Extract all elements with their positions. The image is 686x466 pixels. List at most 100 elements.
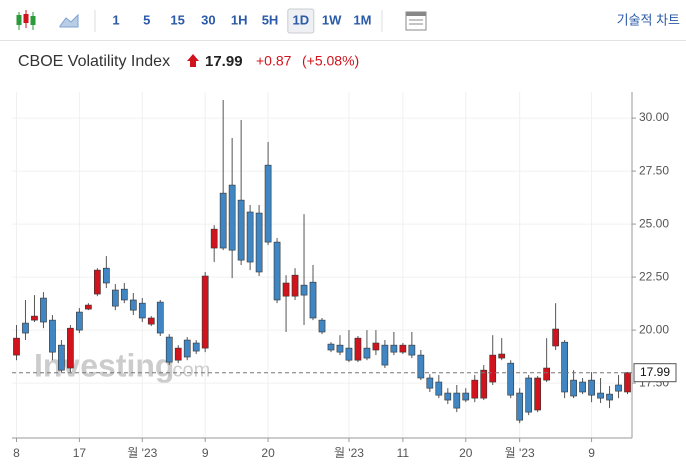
x-tick-label: 20	[459, 446, 473, 460]
candle-body	[516, 392, 524, 421]
candle-body	[327, 343, 335, 351]
candle-body	[255, 212, 263, 273]
instrument-title: CBOE Volatility Index	[18, 53, 170, 70]
candle-body	[417, 354, 425, 379]
last-price-label: 17.99	[640, 365, 670, 379]
candle-body	[408, 344, 416, 356]
candle-body	[615, 384, 622, 392]
candle-body	[426, 377, 434, 389]
candle-body	[58, 344, 65, 371]
up-arrow	[187, 54, 199, 67]
candle-body	[345, 347, 353, 361]
candle-body	[561, 341, 568, 393]
candle-body	[264, 164, 272, 243]
interval-button[interactable]: 5H	[262, 12, 279, 27]
candle-body	[579, 381, 586, 393]
candle-body	[282, 282, 290, 297]
watermark: .com	[167, 359, 210, 381]
candle-body	[444, 392, 452, 401]
x-tick-label: 11	[397, 446, 410, 460]
x-tick-label: 8	[13, 446, 20, 460]
y-tick-label: 27.50	[639, 163, 669, 177]
candle-body	[49, 319, 56, 353]
candle-body	[489, 354, 497, 383]
candle-body	[246, 211, 254, 263]
candle-body	[237, 199, 245, 261]
candle-body	[22, 322, 29, 334]
candle-body	[363, 347, 371, 359]
candle-body	[94, 269, 101, 295]
candle-body	[201, 275, 209, 349]
candle-body	[534, 377, 542, 411]
candle-body	[471, 379, 479, 399]
candle-body	[219, 192, 227, 249]
candle-body	[273, 241, 281, 301]
candle-body	[13, 337, 20, 356]
interval-button[interactable]: 1	[112, 12, 119, 27]
candle-body	[453, 392, 461, 409]
candle-body	[372, 342, 380, 351]
candle-body	[399, 344, 407, 353]
interval-button[interactable]: 1D	[292, 12, 309, 27]
change: +0.87	[256, 53, 292, 69]
candle-body	[67, 327, 74, 369]
candle-icon[interactable]	[16, 10, 36, 30]
candle-body	[498, 353, 506, 359]
candle-body	[552, 328, 559, 347]
y-tick-label: 25.00	[639, 216, 669, 230]
x-tick-label: 9	[202, 446, 209, 460]
area-icon[interactable]	[59, 13, 79, 28]
y-tick-label: 30.00	[639, 110, 669, 124]
candle-body	[525, 377, 533, 413]
candle-body	[354, 337, 362, 361]
interval-button[interactable]: 1M	[353, 12, 371, 27]
interval-button[interactable]: 30	[201, 12, 215, 27]
x-tick-label: 20	[261, 446, 275, 460]
table-icon[interactable]	[405, 11, 427, 31]
price: 17.99	[205, 53, 243, 70]
interval-button[interactable]: 15	[170, 12, 184, 27]
candle-body	[183, 339, 191, 358]
candle-body	[300, 284, 308, 296]
candle-body	[76, 311, 83, 331]
candle-body	[174, 347, 182, 361]
x-tick-label: 9	[588, 446, 595, 460]
candle-body	[192, 342, 200, 352]
candle-body	[210, 228, 218, 249]
candle-body	[85, 304, 92, 310]
candle-body	[147, 317, 155, 325]
y-tick-label: 20.00	[639, 322, 669, 336]
interval-button[interactable]: 5	[143, 12, 150, 27]
x-tick-label: 월 '23	[334, 446, 364, 460]
candle-body	[31, 315, 38, 321]
interval-button[interactable]: 1W	[322, 12, 342, 27]
candle-body	[480, 369, 488, 399]
candle-body	[111, 289, 119, 307]
candle-body	[597, 392, 604, 399]
y-tick-label: 22.50	[639, 269, 669, 283]
candle-body	[507, 362, 515, 396]
candle-body	[129, 299, 137, 311]
candle-body	[318, 319, 326, 333]
x-tick-label: 월 '23	[127, 446, 157, 460]
candle-body	[606, 393, 613, 401]
candle-body	[165, 336, 173, 363]
candle-body	[543, 367, 550, 381]
technical-chart-button[interactable]: 기술적 차트	[617, 12, 680, 27]
candle-body	[390, 344, 398, 353]
candle-body	[120, 288, 128, 301]
x-tick-label: 월 '23	[505, 446, 535, 460]
interval-selected	[287, 8, 315, 34]
candle-body	[381, 344, 389, 366]
candle-body	[291, 274, 299, 297]
candle-body	[309, 281, 317, 319]
candle-body	[40, 297, 47, 323]
candle-body	[228, 184, 236, 251]
change-percent: (+5.08%)	[302, 53, 359, 69]
candle-body	[462, 392, 470, 401]
interval-button[interactable]: 1H	[231, 12, 248, 27]
candle-body	[102, 267, 110, 284]
candle-body	[435, 381, 443, 396]
candle-body	[336, 344, 344, 353]
